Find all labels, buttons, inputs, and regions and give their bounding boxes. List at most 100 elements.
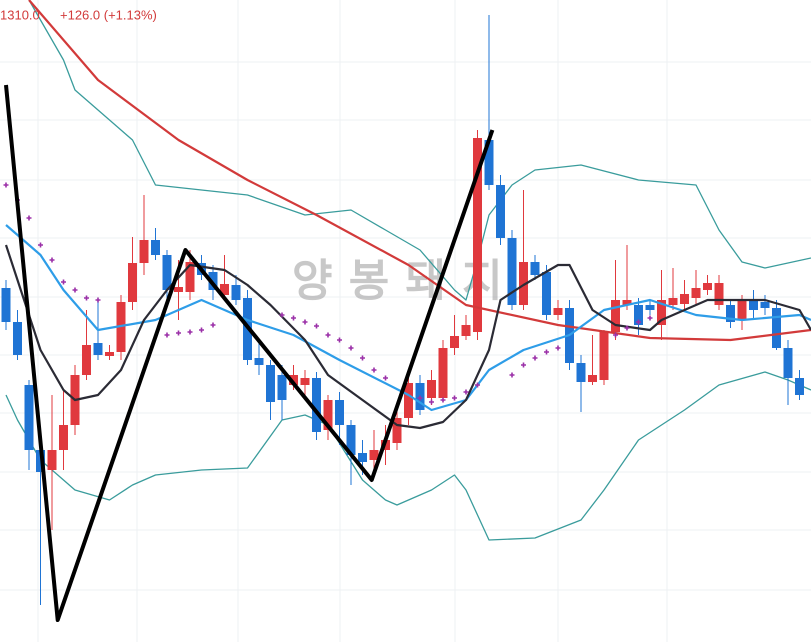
candle-body	[300, 378, 310, 385]
candle-body	[427, 380, 436, 398]
sar-dot	[544, 349, 549, 355]
candle-body	[645, 305, 655, 310]
candle-body	[105, 352, 114, 356]
candle-body	[358, 453, 367, 462]
candle-body	[438, 348, 448, 398]
sar-dot	[302, 319, 308, 325]
candle-body	[369, 450, 379, 460]
candle-body	[185, 262, 195, 292]
sar-dot	[176, 330, 181, 336]
candle-body	[323, 400, 333, 430]
candle-body	[519, 262, 528, 305]
sar-dot	[3, 182, 9, 188]
candle-body	[392, 418, 402, 443]
candle-body	[530, 262, 540, 275]
candle-body	[542, 272, 551, 315]
sar-dot	[199, 327, 204, 333]
candle-body	[691, 288, 701, 298]
candle-body	[496, 185, 505, 238]
candle-body	[24, 385, 34, 450]
indicator-line	[5, 224, 811, 412]
candle-body	[714, 283, 724, 305]
sar-dot	[187, 329, 193, 335]
candle-body	[404, 383, 413, 418]
candle-body	[277, 375, 287, 400]
candle-body	[668, 298, 678, 305]
sar-dot	[521, 362, 526, 368]
candle-body	[461, 325, 471, 336]
sar-dot	[452, 395, 457, 401]
sar-dot	[440, 397, 446, 403]
sar-dot	[417, 395, 423, 401]
candle-body	[139, 240, 149, 263]
candle-body	[254, 358, 264, 365]
candle-body	[93, 343, 103, 355]
sar-dot	[164, 332, 170, 338]
candle-body	[151, 240, 160, 255]
sar-dot	[291, 315, 296, 321]
sar-dot	[463, 389, 469, 395]
watermark: 양 봉 돼 지	[292, 257, 505, 306]
sar-dot	[84, 295, 89, 301]
candle-body	[783, 348, 793, 378]
sar-dot	[348, 345, 354, 351]
candle-body	[484, 140, 494, 185]
indicator-line	[4, 84, 495, 622]
candle-body	[795, 378, 804, 395]
candle-body	[128, 263, 137, 302]
indicator-line	[28, 0, 811, 342]
sar-dot	[360, 355, 365, 361]
candle-body	[749, 300, 758, 310]
sar-dot	[624, 325, 630, 331]
candle-body	[599, 332, 609, 380]
sar-dot	[279, 312, 285, 318]
sar-dot	[210, 322, 216, 328]
candle-body	[634, 305, 643, 325]
candle-body	[772, 308, 781, 348]
candle-body	[13, 322, 22, 355]
candle-body	[703, 283, 712, 290]
sar-dot	[509, 372, 515, 378]
sar-dot	[429, 399, 434, 405]
candle-body	[576, 363, 586, 382]
sar-dot	[325, 332, 331, 338]
candle-body	[553, 308, 563, 315]
candle-body	[737, 300, 747, 320]
candle-body	[507, 238, 517, 305]
candle-body	[47, 450, 57, 470]
candle-body	[231, 285, 241, 300]
sar-dot	[475, 382, 480, 388]
sar-dot	[337, 337, 342, 343]
candle-body	[611, 300, 620, 332]
candle-body	[162, 255, 172, 290]
indicator-line	[4, 244, 811, 430]
sar-dot	[61, 279, 66, 285]
candle-body	[346, 425, 356, 455]
candle-body	[726, 305, 735, 322]
price-change: +126.0 (+1.13%)	[60, 7, 157, 22]
candle-body	[59, 425, 68, 450]
candle-body	[266, 365, 275, 402]
candle-body	[174, 287, 183, 292]
candle-body	[82, 345, 91, 375]
candle-body	[312, 378, 321, 432]
sar-dot	[314, 323, 319, 329]
sar-dot	[555, 345, 561, 351]
sar-dot	[532, 355, 538, 361]
candle-body	[335, 400, 344, 425]
sar-dot	[371, 367, 377, 373]
last-price: 1310.0	[0, 7, 40, 22]
candle-body	[760, 302, 770, 308]
candle-body	[473, 138, 482, 332]
sar-dot	[636, 319, 641, 325]
candle-body	[289, 375, 298, 385]
candle-body	[680, 294, 689, 304]
sar-dot	[49, 257, 55, 263]
candle-body	[1, 288, 11, 322]
sar-dot	[95, 297, 101, 303]
candle-body	[622, 300, 632, 305]
sar-dot	[38, 242, 43, 248]
candle-body	[450, 336, 459, 348]
plot	[1, 0, 811, 622]
